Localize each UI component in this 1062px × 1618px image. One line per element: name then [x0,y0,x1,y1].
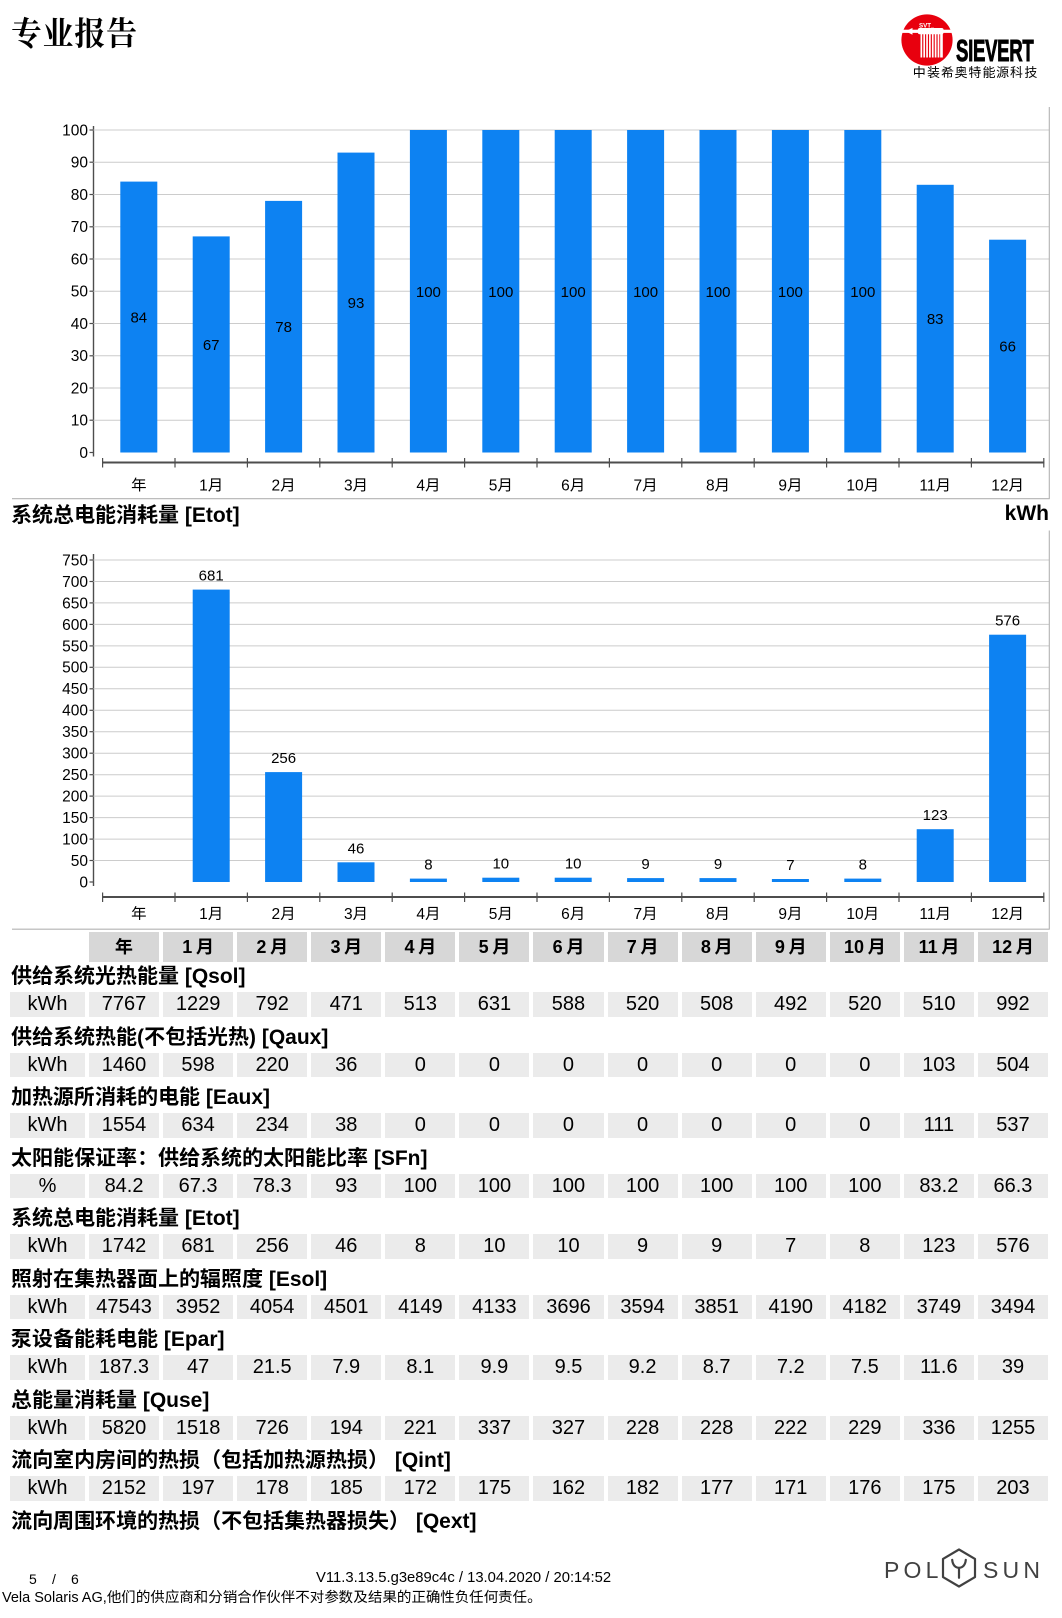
svg-text:60: 60 [71,251,89,268]
svg-text:10: 10 [565,856,582,873]
svg-text:100: 100 [62,122,88,139]
svg-text:6月: 6月 [561,906,585,923]
svg-text:0: 0 [79,874,88,891]
svg-text:5月: 5月 [489,478,513,495]
svg-text:9: 9 [641,856,649,873]
svg-text:4月: 4月 [416,478,440,495]
svg-text:350: 350 [62,724,88,741]
svg-text:83: 83 [927,311,944,328]
svg-text:10: 10 [492,856,509,873]
svg-text:600: 600 [62,617,88,634]
svg-text:78: 78 [275,319,292,336]
svg-text:3月: 3月 [344,478,368,495]
svg-text:9: 9 [714,856,722,873]
svg-text:100: 100 [778,284,803,301]
svg-text:6月: 6月 [561,478,585,495]
svg-text:1月: 1月 [199,906,223,923]
svg-text:450: 450 [62,681,88,698]
svg-text:550: 550 [62,638,88,655]
svg-text:10月: 10月 [846,478,879,495]
svg-text:50: 50 [71,853,89,870]
svg-text:1月: 1月 [199,478,223,495]
svg-text:80: 80 [71,187,89,204]
svg-text:100: 100 [62,832,88,849]
svg-text:100: 100 [416,284,441,301]
svg-text:46: 46 [348,840,365,857]
svg-text:8: 8 [424,857,432,874]
svg-text:12月: 12月 [991,906,1024,923]
svg-text:100: 100 [488,284,513,301]
svg-text:700: 700 [62,574,88,591]
svg-text:9月: 9月 [778,906,802,923]
svg-text:100: 100 [850,284,875,301]
svg-text:100: 100 [705,284,730,301]
svg-text:7: 7 [786,857,794,874]
svg-text:150: 150 [62,810,88,827]
svg-text:681: 681 [199,568,224,585]
svg-text:90: 90 [71,155,89,172]
svg-text:400: 400 [62,703,88,720]
svg-text:500: 500 [62,660,88,677]
svg-text:3月: 3月 [344,906,368,923]
svg-text:300: 300 [62,746,88,763]
svg-text:123: 123 [923,807,948,824]
svg-text:650: 650 [62,595,88,612]
svg-text:40: 40 [71,316,89,333]
svg-text:20: 20 [71,380,89,397]
svg-text:7月: 7月 [634,478,658,495]
svg-text:8: 8 [859,857,867,874]
svg-text:250: 250 [62,767,88,784]
svg-text:66: 66 [999,339,1016,356]
svg-text:2月: 2月 [272,906,296,923]
svg-text:50: 50 [71,284,89,301]
svg-text:750: 750 [62,552,88,569]
svg-text:10月: 10月 [846,906,879,923]
svg-text:2月: 2月 [272,478,296,495]
svg-text:12月: 12月 [991,478,1024,495]
svg-text:年: 年 [131,477,147,495]
svg-text:年: 年 [131,905,147,923]
svg-text:100: 100 [633,284,658,301]
svg-text:11月: 11月 [919,906,951,923]
svg-text:10: 10 [71,413,89,430]
svg-text:256: 256 [271,750,296,767]
svg-text:200: 200 [62,789,88,806]
svg-text:8月: 8月 [706,478,730,495]
svg-text:576: 576 [995,613,1020,630]
svg-text:84: 84 [130,310,147,327]
svg-text:11月: 11月 [919,478,951,495]
svg-text:0: 0 [79,445,88,462]
svg-text:7月: 7月 [634,906,658,923]
svg-text:67: 67 [203,337,220,354]
svg-text:70: 70 [71,219,89,236]
svg-text:4月: 4月 [416,906,440,923]
svg-text:30: 30 [71,348,89,365]
svg-text:100: 100 [561,284,586,301]
svg-text:93: 93 [348,295,365,312]
svg-text:9月: 9月 [778,478,802,495]
svg-text:SVT...: SVT... [919,22,934,29]
svg-text:5月: 5月 [489,906,513,923]
svg-text:8月: 8月 [706,906,730,923]
